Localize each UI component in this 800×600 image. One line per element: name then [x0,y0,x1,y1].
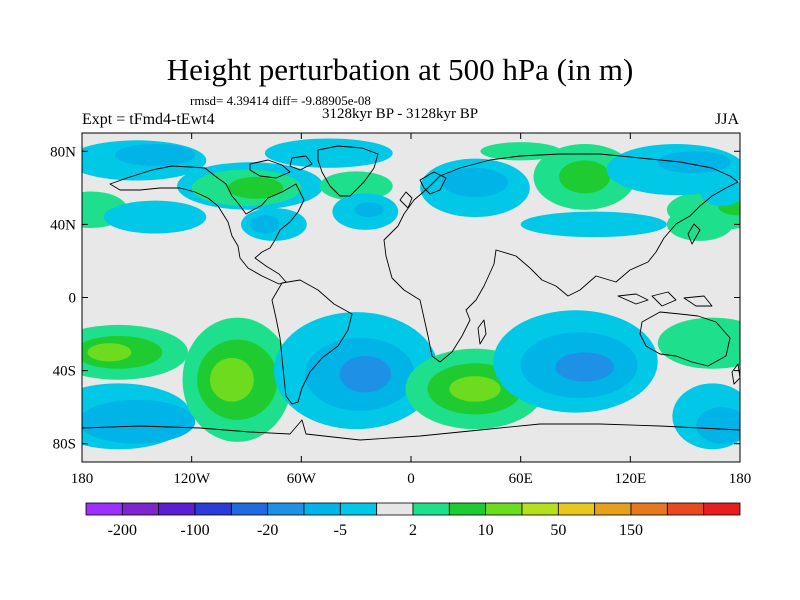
contour-region-pos3 [209,357,254,402]
colorbar-swatch [666,502,705,516]
colorbar-swatch [230,502,269,516]
colorbar-swatch [594,502,632,516]
y-tick-label: 0 [69,291,77,307]
contour-region-neg1 [520,211,667,238]
contour-region-pos1 [657,317,740,369]
colorbar-label: 2 [409,522,417,539]
colorbar-label: -100 [180,522,209,539]
chart-subtitle: 3128kyr BP - 3128kyr BP [321,106,479,122]
colorbar-swatch [303,502,341,516]
coastlines [82,145,740,441]
colorbar-label: 10 [478,522,494,539]
x-tick-label: 120W [173,471,211,487]
contour-region-neg2 [442,167,508,197]
colorbar-label: -20 [257,522,278,539]
coastline-eurasia-africa [383,153,739,363]
contour-region-pos1 [666,207,733,241]
colorbar-swatch [339,502,378,516]
colorbar-label: 150 [619,522,643,539]
contour-region-pos2 [559,160,611,194]
contour-region-pos2 [228,176,284,199]
contour-region-neg1 [103,200,207,234]
colorbar-swatch [630,502,668,516]
contour-region-pos1 [480,142,561,161]
contour-region-neg2 [114,143,196,166]
colorbar-label: -5 [334,522,347,539]
contour-region-neg2 [657,151,731,174]
coastline-north-america [109,165,305,285]
chart-title: Height perturbation at 500 hPa (in m) [166,52,634,87]
colorbar-swatch [557,502,596,516]
colorbar-swatch [158,502,196,516]
contour-region-neg2 [250,215,280,234]
contour-region-neg3 [339,355,391,393]
coastline-madagascar [477,319,487,345]
coastline-antarctica [82,419,740,441]
contour-region-pos3 [87,343,132,362]
contour-region-neg2 [696,407,740,444]
coastline-maritime-asia [617,291,713,307]
x-tick-label: 0 [407,471,415,487]
colorbar-swatch [267,502,305,516]
coastline-arctic-islands [249,155,313,179]
y-tick-label: 40N [50,217,76,233]
coastline-greenland [317,145,379,197]
season-label: JJA [715,111,740,128]
y-tick-label: 40S [53,364,76,380]
colorbar-swatch [412,502,450,516]
colorbar-swatch [376,502,414,516]
x-tick-label: 60E [509,471,533,487]
x-tick-label: 180 [71,471,94,487]
y-tick-label: 80N [50,144,76,160]
coastline-south-america [271,279,353,405]
stats-text: rmsd= 4.39414 diff= -9.88905e-08 [190,93,371,108]
contour-region-neg3 [555,352,614,382]
coastline-australia [639,311,731,367]
colorbar-swatch [485,502,523,516]
x-tick-label: 180 [729,471,752,487]
colorbar-swatch [521,502,559,516]
colorbar-label: -200 [108,522,137,539]
contour-region-neg2 [354,202,384,218]
colorbar-swatch [121,502,160,516]
contour-region-neg2 [82,399,196,444]
y-tick-label: 80S [53,437,76,453]
coastline-new-zealand [731,363,740,385]
coastline-british-isles [399,171,447,209]
colorbar: -200 -100 -20 -5 2 10 50 150 [85,502,741,539]
contour-region-neg1 [264,138,393,168]
x-tick-label: 120E [614,471,646,487]
contour-region-pos3 [449,376,501,402]
coastline-japan [687,223,701,245]
axis-ticks: 180 120W 60W 0 60E 120E 180 80N 40N 0 40S 80S [50,133,751,487]
colorbar-swatch [85,502,123,516]
colorbar-swatch [194,502,232,516]
contour-field [82,138,740,450]
x-tick-label: 60W [287,471,317,487]
experiment-label: Expt = tFmd4-tEwt4 [82,111,215,128]
colorbar-label: 50 [550,522,566,539]
colorbar-swatch [703,502,741,516]
colorbar-swatch [448,502,487,516]
